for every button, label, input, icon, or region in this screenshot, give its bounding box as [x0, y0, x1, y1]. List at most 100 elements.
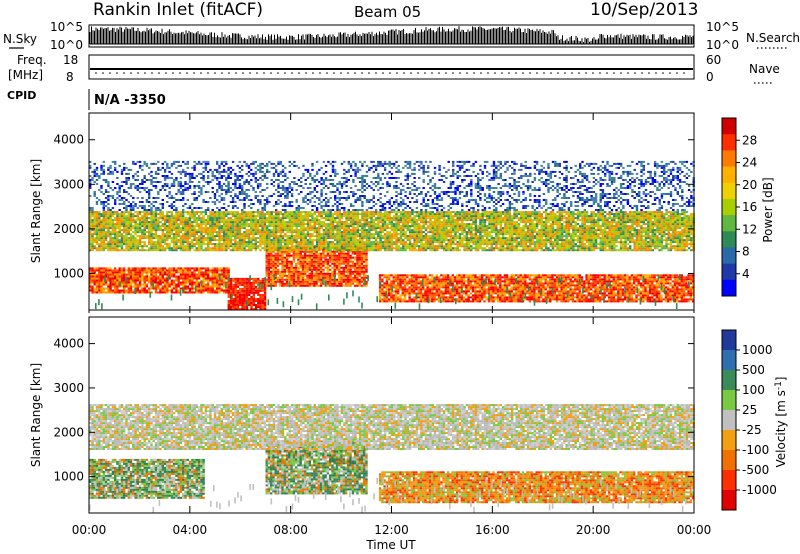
- heatmap-cell: [404, 288, 406, 290]
- heatmap-cell: [563, 280, 565, 282]
- heatmap-cell: [306, 267, 308, 269]
- heatmap-cell: [386, 280, 388, 282]
- heatmap-cell: [638, 274, 640, 276]
- heatmap-cell: [495, 288, 497, 290]
- heatmap-cell: [175, 278, 177, 280]
- heatmap-cell: [395, 276, 397, 278]
- heatmap-cell: [107, 235, 109, 237]
- heatmap-cell: [218, 233, 220, 235]
- heatmap-cell: [594, 286, 596, 288]
- heatmap-cell: [349, 259, 351, 261]
- heatmap-cell: [116, 233, 118, 235]
- heatmap-cell: [184, 267, 186, 269]
- heatmap-cell: [613, 276, 615, 278]
- heatmap-cell: [576, 282, 578, 284]
- heatmap-cell: [96, 269, 98, 271]
- heatmap-cell: [304, 271, 306, 273]
- heatmap-cell: [467, 276, 469, 278]
- heatmap-cell: [214, 223, 216, 225]
- heatmap-cell: [642, 286, 644, 288]
- heatmap-cell: [248, 239, 250, 241]
- heatmap-cell: [130, 217, 132, 219]
- heatmap-cell: [107, 233, 109, 235]
- heatmap-cell: [209, 249, 211, 251]
- heatmap-cell: [399, 278, 401, 280]
- heatmap-cell: [232, 233, 234, 235]
- heatmap-cell: [225, 223, 227, 225]
- heatmap-cell: [669, 290, 671, 292]
- heatmap-cell: [202, 292, 204, 294]
- heatmap-cell: [96, 247, 98, 249]
- heatmap-cell: [626, 286, 628, 288]
- heatmap-cell: [431, 280, 433, 282]
- heatmap-cell: [281, 253, 283, 255]
- heatmap-cell: [497, 294, 499, 296]
- heatmap-cell: [234, 219, 236, 221]
- heatmap-cell: [383, 276, 385, 278]
- heatmap-cell: [290, 269, 292, 271]
- heatmap-cell: [109, 245, 111, 247]
- heatmap-cell: [248, 219, 250, 221]
- heatmap-cell: [150, 280, 152, 282]
- heatmap-cell: [402, 290, 404, 292]
- heatmap-cell: [225, 229, 227, 231]
- heatmap-cell: [277, 269, 279, 271]
- heatmap-cell: [105, 267, 107, 269]
- heatmap-cell: [336, 269, 338, 271]
- heatmap-cell: [549, 292, 551, 294]
- heatmap-cell: [365, 253, 367, 255]
- heatmap-cell: [180, 231, 182, 233]
- heatmap-cell: [96, 233, 98, 235]
- heatmap-cell: [200, 269, 202, 271]
- heatmap-cell: [205, 286, 207, 288]
- heatmap-cell: [347, 253, 349, 255]
- heatmap-cell: [187, 243, 189, 245]
- heatmap-cell: [499, 300, 501, 302]
- heatmap-cell: [497, 276, 499, 278]
- heatmap-cell: [218, 290, 220, 292]
- heatmap-cell: [529, 282, 531, 284]
- heatmap-cell: [615, 276, 617, 278]
- heatmap-cell: [121, 221, 123, 223]
- heatmap-cell: [271, 221, 273, 223]
- heatmap-cell: [166, 227, 168, 229]
- heatmap-cell: [338, 283, 340, 285]
- heatmap-cell: [125, 221, 127, 223]
- heatmap-cell: [139, 227, 141, 229]
- heatmap-cell: [228, 306, 230, 308]
- heatmap-cell: [408, 280, 410, 282]
- heatmap-cell: [300, 261, 302, 263]
- heatmap-cell: [221, 274, 223, 276]
- heatmap-cell: [272, 261, 274, 263]
- heatmap-cell: [261, 229, 263, 231]
- heatmap-cell: [205, 225, 207, 227]
- heatmap-cell: [413, 274, 415, 276]
- heatmap-cell: [336, 283, 338, 285]
- heatmap-cell: [617, 280, 619, 282]
- heatmap-cell: [96, 274, 98, 276]
- heatmap-cell: [463, 284, 465, 286]
- heatmap-cell: [313, 269, 315, 271]
- heatmap-cell: [456, 286, 458, 288]
- heatmap-cell: [293, 255, 295, 257]
- heatmap-cell: [438, 284, 440, 286]
- heatmap-cell: [216, 274, 218, 276]
- heatmap-cell: [250, 306, 252, 308]
- heatmap-cell: [130, 241, 132, 243]
- heatmap-cell: [517, 282, 519, 284]
- heatmap-cell: [216, 267, 218, 269]
- heatmap-cell: [454, 286, 456, 288]
- heatmap-cell: [331, 271, 333, 273]
- heatmap-cell: [141, 245, 143, 247]
- heatmap-cell: [281, 269, 283, 271]
- heatmap-cell: [193, 211, 195, 213]
- heatmap-cell: [96, 280, 98, 282]
- heatmap-cell: [207, 233, 209, 235]
- heatmap-cell: [318, 263, 320, 265]
- heatmap-cell: [676, 288, 678, 290]
- heatmap-cell: [252, 245, 254, 247]
- heatmap-cell: [560, 298, 562, 300]
- heatmap-cell: [678, 284, 680, 286]
- heatmap-cell: [205, 211, 207, 213]
- heatmap-cell: [189, 243, 191, 245]
